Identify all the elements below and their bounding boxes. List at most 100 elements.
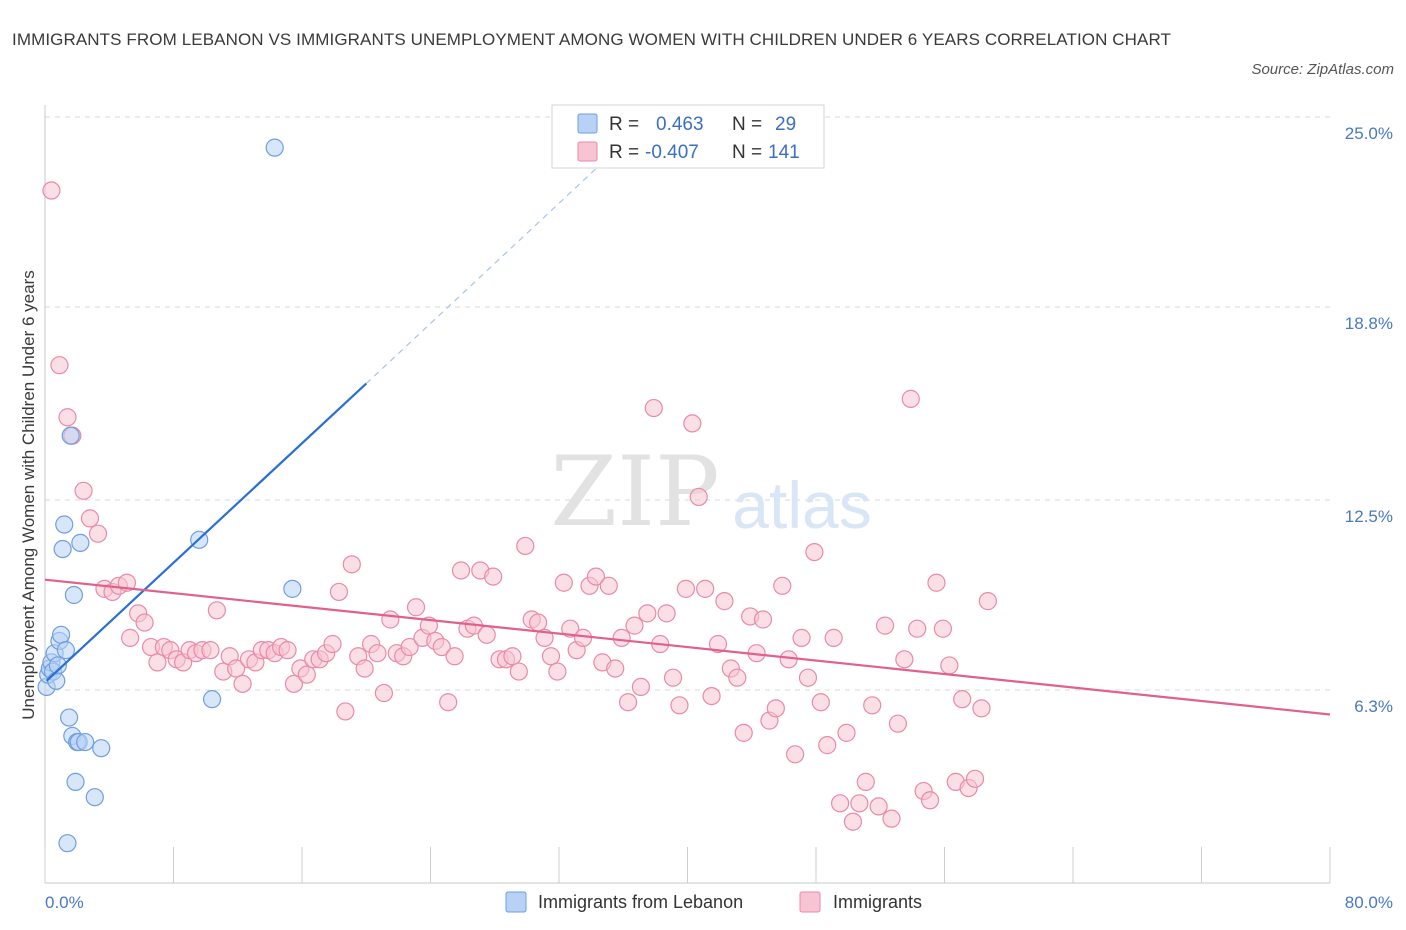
bottom-legend-swatch-pink <box>799 891 821 913</box>
blue-points <box>37 138 302 853</box>
data-point-immigrants <box>561 619 580 638</box>
data-point-immigrants <box>451 561 471 580</box>
data-point-immigrants <box>895 650 914 669</box>
y-axis-title: Unemployment Among Women with Children U… <box>19 270 38 719</box>
data-point-lebanon <box>48 656 67 675</box>
grid-lines <box>45 116 1330 691</box>
legend-n-value-2: 141 <box>768 142 800 163</box>
bottom-legend-swatch-blue <box>505 891 527 913</box>
data-point-immigrants <box>201 641 220 660</box>
data-point-immigrants <box>74 481 93 500</box>
data-point-immigrants <box>342 555 361 574</box>
data-point-immigrants <box>811 693 830 712</box>
data-point-immigrants <box>329 582 349 602</box>
data-point-immigrants <box>978 592 997 611</box>
data-point-immigrants <box>284 674 304 693</box>
data-point-immigrants <box>965 769 985 788</box>
data-point-immigrants <box>940 656 959 675</box>
trend-line-lebanon-extension <box>365 150 616 385</box>
data-point-immigrants <box>773 576 792 595</box>
data-point-immigrants <box>920 791 940 810</box>
legend-n-value-1: 29 <box>775 114 796 135</box>
data-point-immigrants <box>368 644 387 663</box>
data-point-immigrants <box>58 408 77 427</box>
data-point-immigrants <box>933 619 952 638</box>
data-point-immigrants <box>554 573 573 592</box>
data-point-immigrants <box>323 634 342 654</box>
legend-n-label-1: N = <box>732 114 762 135</box>
axes <box>44 105 1331 884</box>
data-point-immigrants <box>689 487 708 507</box>
data-point-immigrants <box>753 610 773 629</box>
trend-line-lebanon <box>45 382 367 682</box>
legend-n-label-2: N = <box>732 142 762 163</box>
data-point-immigrants <box>824 628 843 647</box>
data-point-immigrants <box>657 604 676 623</box>
legend-swatch-pink <box>577 141 598 162</box>
data-point-immigrants <box>882 809 901 828</box>
data-point-immigrants <box>477 625 496 644</box>
data-point-immigrants <box>676 579 695 598</box>
data-point-lebanon <box>59 708 79 727</box>
y-tick-label: 6.3% <box>1354 697 1393 716</box>
data-point-immigrants <box>618 693 638 712</box>
data-point-immigrants <box>850 794 869 813</box>
data-point-immigrants <box>355 659 374 678</box>
data-point-lebanon <box>202 690 222 709</box>
data-point-immigrants <box>869 797 888 816</box>
data-point-immigrants <box>207 601 226 620</box>
data-point-immigrants <box>374 683 394 703</box>
series-legend: Immigrants from Lebanon Immigrants <box>505 891 922 913</box>
data-point-lebanon <box>283 579 302 598</box>
data-point-immigrants <box>683 414 702 433</box>
data-point-immigrants <box>227 659 246 678</box>
data-point-immigrants <box>708 634 728 654</box>
data-point-immigrants <box>400 637 419 657</box>
data-point-immigrants <box>80 509 100 528</box>
data-point-immigrants <box>818 736 837 755</box>
legend-r-label-2: R = <box>609 142 639 163</box>
data-point-immigrants <box>843 812 863 831</box>
data-point-immigrants <box>135 613 154 632</box>
data-point-lebanon <box>55 515 74 534</box>
legend-swatch-blue <box>577 113 598 134</box>
data-point-immigrants <box>148 653 167 672</box>
data-point-immigrants <box>805 542 824 562</box>
data-point-immigrants <box>439 693 458 712</box>
data-point-immigrants <box>908 619 927 638</box>
data-point-immigrants <box>406 598 426 617</box>
data-point-immigrants <box>715 592 734 611</box>
data-point-lebanon <box>76 732 95 752</box>
data-point-lebanon <box>61 426 80 445</box>
data-point-immigrants <box>42 181 61 200</box>
data-point-immigrants <box>278 641 297 660</box>
data-point-immigrants <box>297 665 316 684</box>
data-point-immigrants <box>792 628 811 647</box>
legend-r-label-1: R = <box>609 114 639 135</box>
data-point-immigrants <box>541 647 561 666</box>
data-point-immigrants <box>696 579 715 598</box>
data-point-lebanon <box>92 739 111 758</box>
watermark-atlas: atlas <box>732 468 871 542</box>
data-point-immigrants <box>856 772 875 791</box>
data-point-immigrants <box>670 696 689 715</box>
legend-r-value-1: 0.463 <box>656 114 704 135</box>
data-point-immigrants <box>837 723 856 742</box>
data-point-immigrants <box>612 628 631 647</box>
chart-source: Source: ZipAtlas.com <box>1251 61 1394 78</box>
data-point-immigrants <box>901 389 920 408</box>
x-tick-label: 0.0% <box>45 893 84 912</box>
y-tick-label: 12.5% <box>1345 507 1393 526</box>
data-point-lebanon <box>64 585 84 605</box>
y-tick-labels: 6.3% 12.5% 18.8% 25.0% <box>1345 124 1393 716</box>
data-point-immigrants <box>336 702 355 721</box>
data-point-immigrants <box>786 745 805 764</box>
data-point-lebanon <box>53 539 72 559</box>
data-point-immigrants <box>702 686 721 706</box>
x-tick-label: 80.0% <box>1345 893 1393 912</box>
bottom-legend-label-immigrants: Immigrants <box>833 892 922 912</box>
data-point-immigrants <box>953 690 972 709</box>
trend-line-immigrants <box>44 578 1331 716</box>
data-point-immigrants <box>88 524 108 543</box>
